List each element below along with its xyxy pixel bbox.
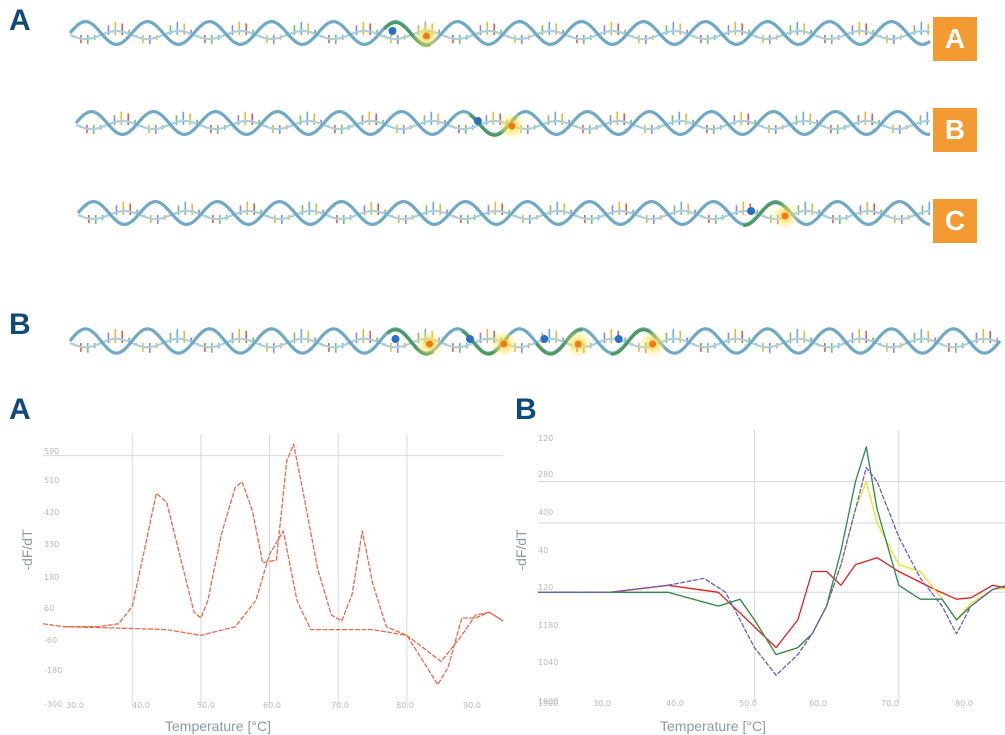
x-tick-label: 70.0 — [881, 699, 899, 708]
melt-curve-chart-a: 30.0 40.0 50.0 60.0 70.0 80.0 90.0 590 510 420 330… — [19, 434, 504, 734]
quencher-dot — [465, 335, 474, 343]
chart-b-xlabel: Temperature [°C] — [660, 718, 766, 734]
y-tick-label: 40 — [538, 546, 548, 555]
chart-b-ylabel: -dF/dT — [513, 529, 529, 571]
fluorophore-dot — [423, 32, 430, 40]
badge-a: A — [933, 17, 977, 61]
y-tick-label: 400 — [538, 508, 553, 517]
fluorophore-dot — [649, 340, 657, 348]
dna-strand-front — [68, 327, 1002, 355]
y-tick-label: 420 — [44, 508, 59, 517]
panel-letter-chart-b: B — [515, 393, 537, 426]
series-line-0 — [538, 557, 1005, 649]
badge-c: C — [933, 199, 977, 243]
panel-letter-middle: B — [9, 308, 31, 341]
panel-letter-chart-a: A — [9, 393, 31, 426]
y-tick-label: -60 — [44, 636, 57, 645]
chart-a-xlabel: Temperature [°C] — [165, 718, 271, 734]
series-line-2 — [538, 446, 1005, 656]
y-tick-label: 60 — [44, 604, 54, 613]
fluorophore-dot — [500, 340, 508, 348]
dna-helix-row-a — [68, 20, 931, 50]
series-line-1 — [538, 480, 1005, 656]
y-tick-label: 1900 — [538, 697, 558, 706]
dna-helix-row-c — [76, 200, 931, 230]
quencher-dot — [388, 27, 397, 35]
x-tick-label: 50.0 — [739, 699, 757, 708]
quencher-dot — [747, 207, 756, 215]
y-tick-label: 330 — [44, 540, 59, 549]
x-tick-label: 1900 — [538, 699, 558, 708]
y-tick-label: 120 — [538, 583, 553, 592]
fluorophore-dot — [426, 340, 433, 348]
panel-letter-top: A — [9, 4, 31, 37]
y-tick-label: 1180 — [538, 621, 558, 630]
melt-curve-chart-b: 1900 30.0 40.0 50.0 60.0 70.0 80.0 120 280 400 40 1… — [513, 430, 1005, 734]
quencher-dot — [391, 335, 400, 343]
badge-b: B — [933, 108, 977, 152]
quencher-dot — [473, 117, 482, 125]
x-tick-label: 70.0 — [331, 701, 349, 710]
y-tick-label: 590 — [44, 447, 59, 456]
dna-helix-row-b — [74, 110, 931, 140]
series-line-1 — [63, 530, 504, 663]
x-tick-label: 90.0 — [463, 701, 481, 710]
chart-a-ylabel: -dF/dT — [19, 529, 35, 571]
x-tick-label: 50.0 — [197, 701, 215, 710]
y-tick-label: -300 — [44, 700, 62, 709]
quencher-dot — [540, 335, 549, 343]
x-tick-label: 30.0 — [593, 699, 611, 708]
x-tick-label: 40.0 — [132, 701, 150, 710]
y-tick-label: 280 — [538, 470, 553, 479]
y-tick-label: 180 — [44, 573, 59, 582]
x-tick-label: 60.0 — [263, 701, 281, 710]
quencher-dot — [614, 335, 623, 343]
y-tick-label: 120 — [538, 434, 553, 443]
dna-helix-multiplex — [68, 327, 1002, 358]
series-line-3 — [538, 467, 1005, 676]
dna-strand-front — [68, 20, 931, 46]
x-tick-label: 80.0 — [396, 701, 414, 710]
series-line-0 — [42, 443, 504, 686]
dna-strand-back — [69, 29, 931, 41]
y-tick-label: -180 — [44, 666, 62, 675]
fluorophore-dot — [574, 340, 582, 348]
y-tick-label: 510 — [44, 476, 59, 485]
y-tick-label: 1040 — [538, 658, 558, 667]
fluorophore-dot — [508, 122, 516, 130]
fluorophore-dot — [781, 212, 789, 220]
x-tick-label: 30.0 — [66, 701, 84, 710]
x-tick-label: 80.0 — [955, 699, 973, 708]
x-tick-label: 40.0 — [666, 699, 684, 708]
x-tick-label: 60.0 — [809, 699, 827, 708]
